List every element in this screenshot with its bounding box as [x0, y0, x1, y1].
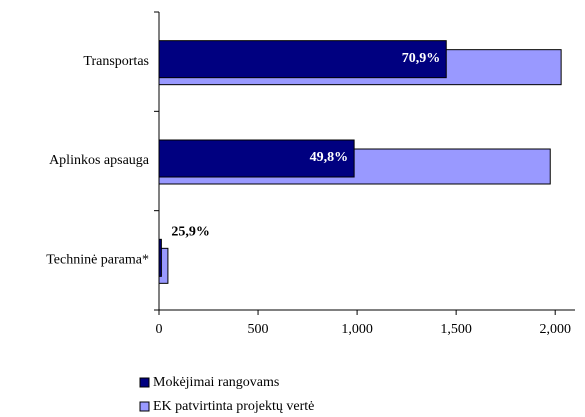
- x-tick-label: 0: [156, 322, 163, 337]
- bar: [158, 238, 162, 277]
- ratio-label: 25,9%: [171, 225, 210, 240]
- y-tick-label: Aplinkos apsauga: [49, 153, 150, 168]
- x-tick-label: 1,500: [440, 322, 472, 337]
- x-tick-label: 2,000: [539, 322, 571, 337]
- bar: [158, 40, 447, 79]
- ratio-label: 49,8%: [310, 150, 349, 165]
- legend-label: Mokėjimai rangovams: [153, 375, 279, 390]
- legend-swatch: [139, 401, 150, 412]
- y-tick-label: Techninė parama*: [46, 253, 149, 268]
- legend-swatch: [139, 377, 150, 388]
- legend-label: EK patvirtinta projektų vertė: [153, 399, 314, 414]
- x-tick-label: 500: [248, 322, 269, 337]
- bar: [158, 139, 355, 178]
- x-tick-label: 1,000: [341, 322, 373, 337]
- ratio-label: 70,9%: [402, 51, 441, 66]
- y-tick-label: Transportas: [83, 54, 149, 69]
